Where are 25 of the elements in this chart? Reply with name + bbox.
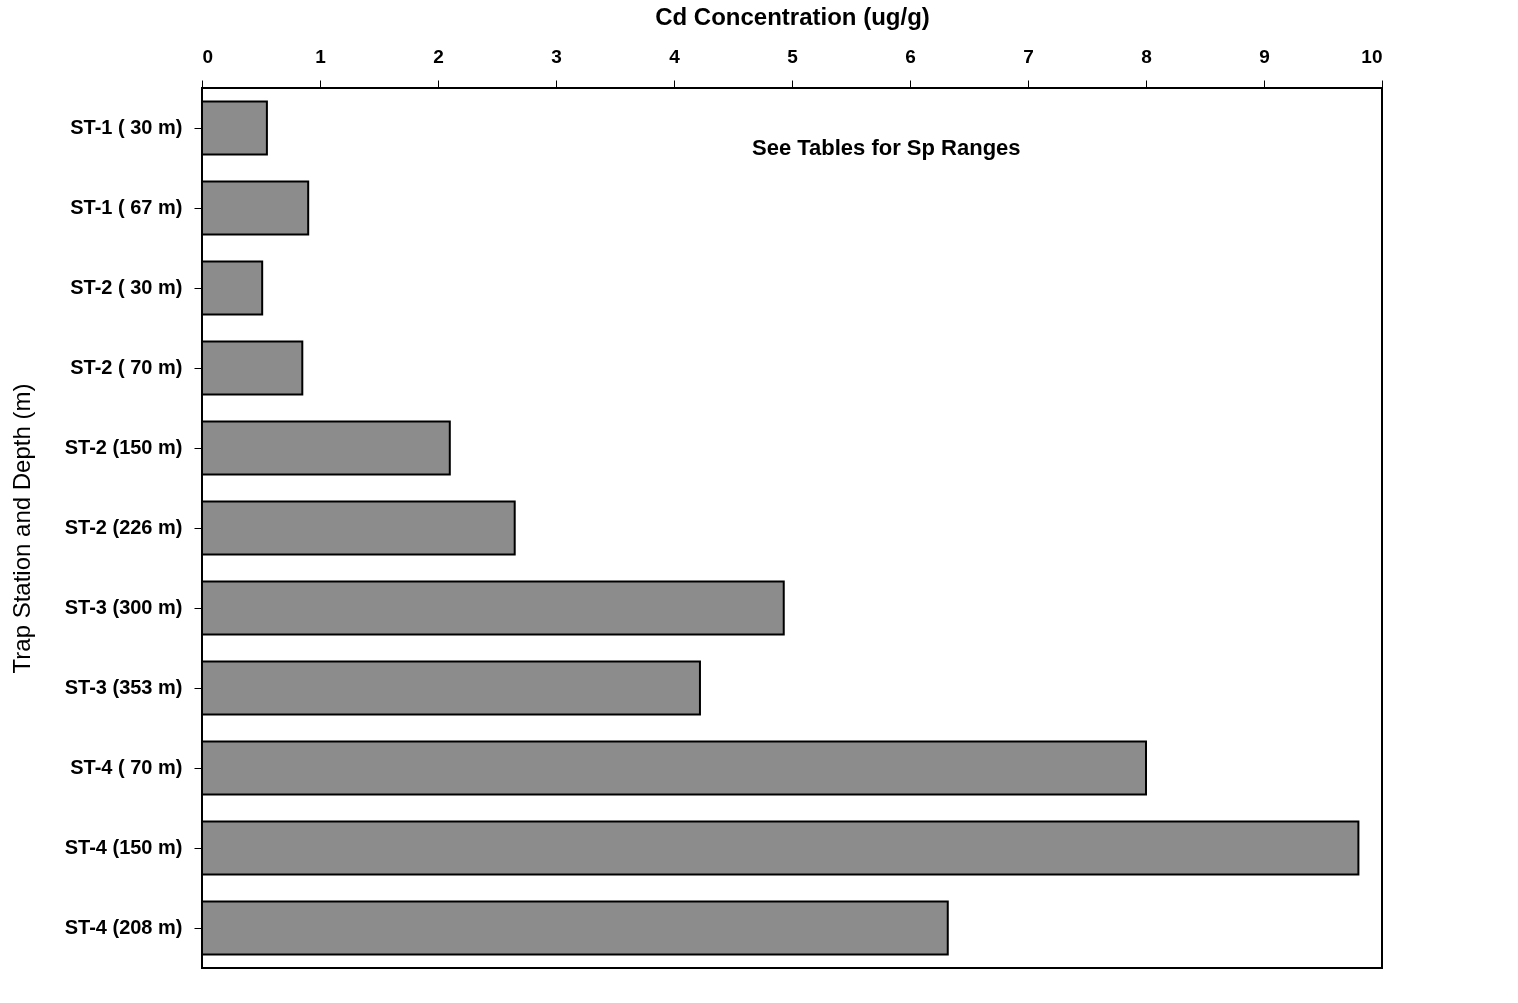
x-tick-label: 6 [905, 45, 916, 67]
x-tick-label: 8 [1141, 45, 1152, 67]
x-tick-label: 5 [787, 45, 799, 67]
y-tick-label: ST-4 (150 m) [64, 836, 183, 858]
x-tick-label: 10 [1361, 45, 1383, 67]
y-tick-label: ST-2 (150 m) [64, 436, 183, 458]
y-tick-label: ST-4 (208 m) [64, 916, 183, 938]
y-tick-label: ST-2 ( 30 m) [70, 276, 183, 298]
x-tick-label: 9 [1259, 45, 1270, 67]
y-axis-title: Trap Station and Depth (m) [7, 383, 35, 674]
x-tick-label: 7 [1023, 45, 1034, 67]
y-tick-label: ST-3 (300 m) [64, 596, 183, 618]
y-tick-label: ST-2 ( 70 m) [70, 356, 183, 378]
y-tick-label: ST-3 (353 m) [64, 676, 183, 698]
x-tick-label: 3 [551, 45, 562, 67]
y-tick-label: ST-1 ( 30 m) [70, 116, 183, 138]
y-tick-label: ST-1 ( 67 m) [70, 196, 183, 218]
x-tick-label: 0 [202, 45, 214, 67]
x-tick-label: 2 [433, 45, 444, 67]
x-tick-label: 1 [315, 45, 327, 67]
y-tick-label: ST-2 (226 m) [64, 516, 183, 538]
x-axis-title: Cd Concentration (ug/g) [655, 2, 930, 30]
x-tick-label: 4 [669, 45, 681, 67]
annotation: See Tables for Sp Ranges [752, 135, 1021, 160]
y-tick-label: ST-4 ( 70 m) [70, 756, 183, 778]
